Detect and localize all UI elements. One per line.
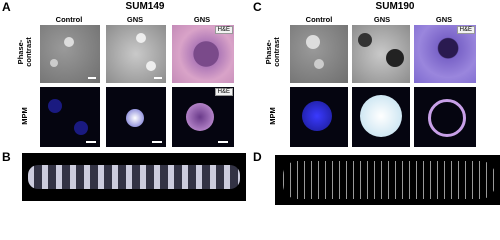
panel-title: SUM190 <box>375 1 415 12</box>
panel-label: D <box>253 150 262 164</box>
panel-label: A <box>2 0 11 14</box>
image-strip <box>275 155 500 205</box>
micrograph: H&E <box>172 87 234 147</box>
micrograph <box>352 87 410 147</box>
micrograph <box>290 25 348 83</box>
figure: A SUM149 Control GNS GNS Phase-contrast … <box>2 0 500 205</box>
micrograph <box>414 87 476 147</box>
panel-label: B <box>2 150 11 164</box>
micrograph <box>106 25 166 83</box>
column-header: Control <box>55 15 83 24</box>
row-label: MPM <box>268 107 277 125</box>
column-header: GNS <box>126 15 144 24</box>
micrograph: H&E <box>172 25 234 83</box>
row-label: Phase-contrast <box>264 37 281 67</box>
micrograph <box>290 87 348 147</box>
column-header: GNS <box>435 15 453 24</box>
micrograph <box>352 25 410 83</box>
stain-badge: H&E <box>214 88 233 96</box>
micrograph: H&E <box>414 25 476 83</box>
row-label: MPM <box>20 107 29 125</box>
micrograph <box>40 87 100 147</box>
micrograph <box>40 25 100 83</box>
column-header: Control <box>305 15 333 24</box>
stain-badge: H&E <box>214 26 233 34</box>
panel-title: SUM149 <box>125 1 165 12</box>
panel-label: C <box>253 0 262 14</box>
column-header: GNS <box>373 15 391 24</box>
column-header: GNS <box>193 15 211 24</box>
stain-badge: H&E <box>456 26 475 34</box>
micrograph <box>106 87 166 147</box>
image-strip <box>22 153 246 201</box>
row-label: Phase-contrast <box>16 37 33 67</box>
